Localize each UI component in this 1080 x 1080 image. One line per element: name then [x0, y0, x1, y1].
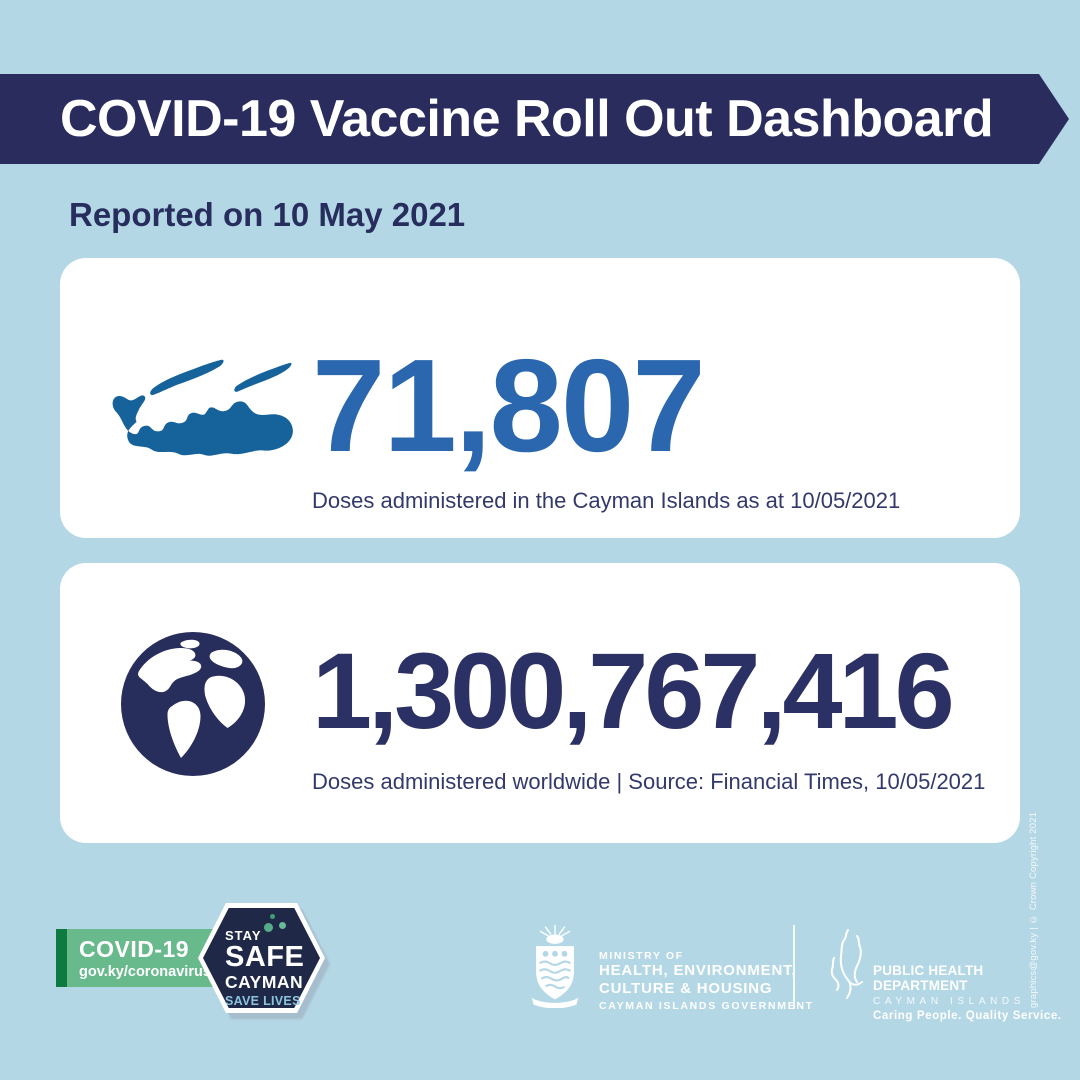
stay-label: STAY	[225, 928, 262, 943]
ministry-name-line1: HEALTH, ENVIRONMENT,	[599, 962, 797, 979]
save-lives-label: SAVE LIVES	[225, 994, 301, 1009]
covid19-ribbon-badge: COVID-19 gov.ky/coronavirus	[56, 929, 214, 987]
stay-safe-cayman-badge: STAY SAFE CAYMAN SAVE LIVES	[198, 903, 325, 1013]
page-title: COVID-19 Vaccine Roll Out Dashboard	[60, 90, 994, 148]
bubble-dot-icon	[270, 914, 275, 919]
cayman-doses-value: 71,807	[312, 332, 706, 479]
ministry-logo-text: MINISTRY OF HEALTH, ENVIRONMENT, CULTURE…	[599, 950, 814, 1012]
covid19-label: COVID-19	[79, 936, 190, 962]
phd-motto-label: Caring People. Quality Service.	[873, 1010, 1062, 1022]
globe-icon	[118, 629, 268, 779]
bubble-dot-icon	[264, 923, 273, 932]
phd-name-label: PUBLIC HEALTH DEPARTMENT	[873, 963, 984, 993]
cayman-doses-caption: Doses administered in the Cayman Islands…	[312, 488, 901, 513]
bubble-dot-icon	[279, 922, 286, 929]
worldwide-doses-value: 1,300,767,416	[312, 630, 955, 751]
safe-label: SAFE	[225, 941, 305, 974]
cig-label: CAYMAN ISLANDS GOVERNMENT	[599, 1000, 814, 1012]
public-health-figures-icon	[824, 924, 876, 1008]
cayman-label: CAYMAN	[225, 972, 304, 993]
footer-divider	[793, 925, 795, 1009]
hexagon-fill	[203, 908, 320, 1008]
cayman-coat-of-arms-icon	[523, 922, 587, 1009]
coronavirus-url-label: gov.ky/coronavirus	[79, 964, 211, 980]
header-banner: COVID-19 Vaccine Roll Out Dashboard	[0, 74, 1069, 164]
ministry-name-line2: CULTURE & HOUSING	[599, 979, 773, 997]
ministry-of-label: MINISTRY OF	[599, 950, 684, 962]
copyright-label: graphics@gov.ky | © Crown Copyright 2021	[1028, 811, 1039, 1008]
worldwide-doses-caption: Doses administered worldwide | Source: F…	[312, 769, 986, 794]
phd-islands-label: CAYMAN ISLANDS	[873, 996, 1026, 1007]
reported-date-label: Reported on 10 May 2021	[69, 196, 466, 233]
worldwide-doses-card: 1,300,767,416 Doses administered worldwi…	[60, 563, 1020, 843]
cayman-islands-map-icon	[102, 346, 312, 474]
cayman-doses-card: 71,807 Doses administered in the Cayman …	[60, 258, 1020, 538]
ribbon-edge-stripe	[56, 929, 67, 987]
public-health-logo-text: PUBLIC HEALTH DEPARTMENT CAYMAN ISLANDS …	[873, 963, 1080, 1023]
